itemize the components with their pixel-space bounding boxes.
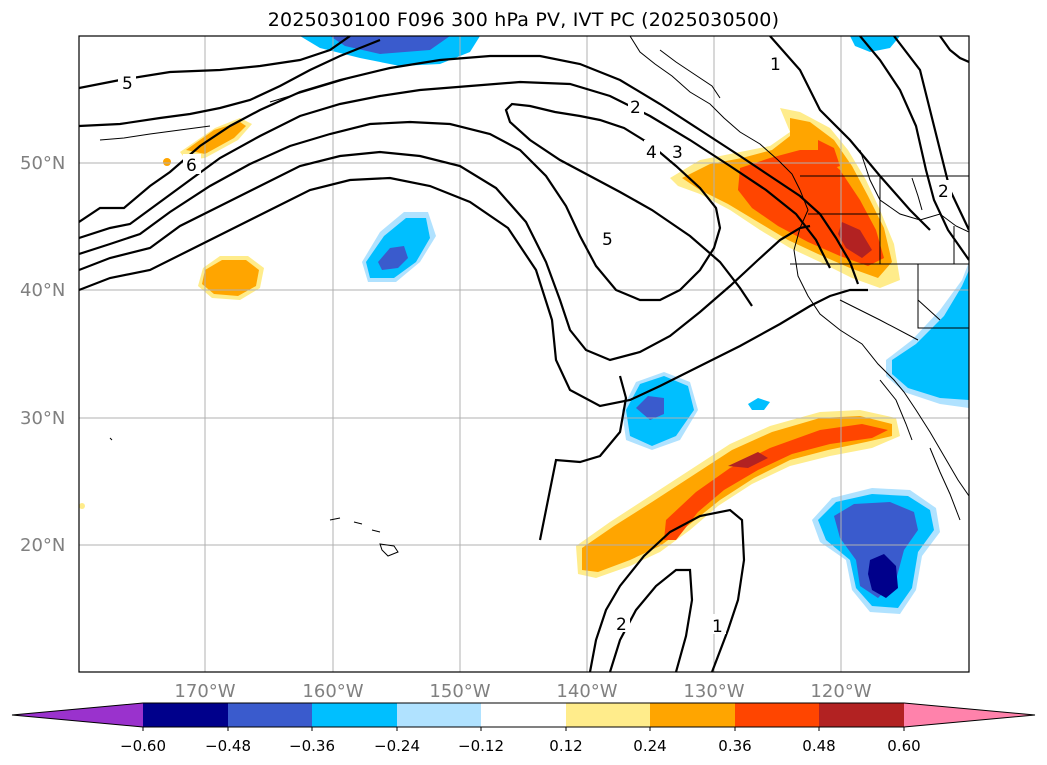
colorbar-segment <box>819 703 904 727</box>
contour-label: 2 <box>938 182 949 202</box>
contour-label: 6 <box>186 156 197 176</box>
colorbar-tick-label: −0.60 <box>120 737 166 755</box>
colorbar: −0.60 −0.48 −0.36 −0.24 −0.12 0.12 0.24 … <box>11 702 1036 755</box>
graticule <box>79 36 969 672</box>
contour-label: 4 <box>646 143 657 163</box>
colorbar-segment <box>228 703 312 727</box>
colorbar-tick-label: 0.36 <box>718 737 751 755</box>
latitude-labels: 50°N 40°N 30°N 20°N <box>20 153 65 556</box>
lon-label: 170°W <box>174 681 235 702</box>
contour-label: 2 <box>630 98 641 118</box>
colorbar-tick-label: −0.36 <box>289 737 335 755</box>
lat-label: 50°N <box>20 153 65 174</box>
colorbar-tick-label: 0.12 <box>549 737 582 755</box>
lon-label: 160°W <box>302 681 363 702</box>
colorbar-segment <box>312 703 397 727</box>
contour-label: 3 <box>672 143 683 163</box>
colorbar-tick-label: 0.60 <box>887 737 920 755</box>
map-plot-area: 5 6 2 1 4 3 5 2 2 1 <box>79 36 969 672</box>
colorbar-segment <box>481 703 566 727</box>
colorbar-extend-high <box>904 703 1035 727</box>
colorbar-segment <box>143 703 228 727</box>
longitude-labels: 170°W 160°W 150°W 140°W 130°W 120°W <box>174 681 871 702</box>
colorbar-segment <box>397 703 481 727</box>
contour-label: 5 <box>122 74 133 94</box>
colorbar-segment <box>650 703 735 727</box>
lat-label: 30°N <box>20 408 65 429</box>
contour-labels: 5 6 2 1 4 3 5 2 2 1 <box>118 54 952 637</box>
contour-label: 2 <box>616 615 627 635</box>
colorbar-tick-label: −0.24 <box>374 737 420 755</box>
contour-label: 5 <box>602 230 613 250</box>
colorbar-tick-label: 0.24 <box>633 737 666 755</box>
colorbar-tick-label: −0.12 <box>458 737 504 755</box>
lat-label: 40°N <box>20 280 65 301</box>
colorbar-tick-label: 0.48 <box>802 737 835 755</box>
pv-contours <box>79 36 969 672</box>
lon-label: 150°W <box>429 681 490 702</box>
lon-label: 120°W <box>810 681 871 702</box>
lon-label: 140°W <box>556 681 617 702</box>
colorbar-extend-low <box>12 703 143 727</box>
map-frame <box>78 35 970 673</box>
colorbar-tick-label: −0.48 <box>205 737 251 755</box>
map-title: 2025030100 F096 300 hPa PV, IVT PC (2025… <box>267 9 780 31</box>
contour-label: 1 <box>770 55 781 75</box>
colorbar-segment <box>735 703 819 727</box>
contour-label: 1 <box>712 617 723 637</box>
lat-label: 20°N <box>20 535 65 556</box>
lon-label: 130°W <box>683 681 744 702</box>
colorbar-segment <box>566 703 650 727</box>
